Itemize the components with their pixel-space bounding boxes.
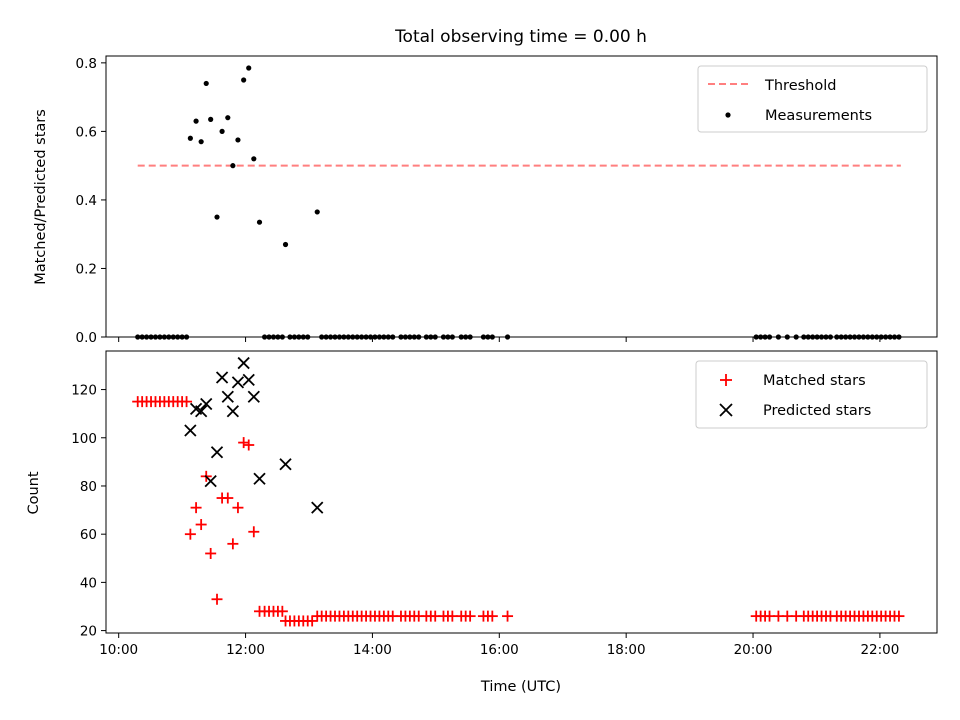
legend-measurements-label: Measurements (765, 108, 872, 124)
legend-predicted-label: Predicted stars (763, 403, 871, 419)
predicted-star-point (210, 446, 224, 459)
measurement-point (235, 137, 241, 143)
measurement-point (282, 241, 289, 248)
predicted-star-point (200, 397, 213, 411)
measurement-point (193, 118, 199, 124)
matched-star-point (205, 547, 217, 559)
predicted-star-point (184, 424, 197, 437)
measurement-point (246, 65, 252, 71)
bottom-ytick-label: 100 (71, 431, 97, 447)
bottom-xtick-label: 14:00 (353, 642, 392, 658)
legend-predicted-swatch (719, 403, 733, 417)
top-ytick-label: 0.8 (76, 56, 97, 72)
bottom-legend: Matched stars Predicted stars (695, 360, 928, 429)
matched-star-point (184, 528, 196, 540)
bottom-ytick-label: 20 (80, 624, 97, 640)
top-legend: Threshold Measurements (697, 65, 928, 133)
predicted-star-point (242, 373, 255, 387)
predicted-star-point (311, 501, 324, 514)
bottom-ytick-label: 40 (80, 575, 97, 591)
predicted-star-point (195, 405, 208, 418)
matched-star-point (306, 615, 318, 627)
bottom-ylabel: Count (26, 471, 42, 514)
matched-star-point (276, 605, 288, 617)
bottom-xtick-label: 20:00 (734, 642, 773, 658)
matched-star-point (181, 396, 193, 408)
top-marks (135, 65, 902, 340)
matched-star-point (243, 439, 255, 451)
bottom-xtick-label: 10:00 (99, 642, 138, 658)
measurement-point (314, 209, 320, 215)
predicted-star-point (221, 390, 234, 403)
predicted-star-point (237, 356, 250, 370)
legend-matched-swatch (720, 374, 732, 386)
top-ytick-label: 0.4 (76, 193, 97, 209)
bottom-ytick-label: 80 (80, 479, 97, 495)
matched-star-point (248, 526, 260, 538)
bottom-legend-box (695, 360, 928, 429)
bottom-ytick-label: 120 (71, 383, 97, 399)
measurement-point (256, 219, 263, 225)
legend-matched-label: Matched stars (763, 373, 866, 389)
bottom-marks (132, 356, 905, 627)
matched-star-point (893, 610, 905, 622)
bottom-axes-frame (105, 350, 938, 634)
measurement-point (219, 128, 225, 134)
bottom-xlabel: Time (UTC) (480, 679, 561, 695)
predicted-star-point (231, 376, 245, 389)
top-ytick-label: 0.2 (76, 261, 97, 277)
bottom-xtick-label: 22:00 (860, 642, 899, 658)
top-ticks: 0.0 0.2 0.4 0.6 0.8 (76, 56, 881, 346)
bottom-ticks: 10:00 12:00 14:00 16:00 18:00 20:00 22:00 20 40 6… (71, 383, 899, 658)
predicted-star-point (226, 405, 240, 418)
matched-star-point (211, 593, 223, 605)
matched-star-point (195, 519, 207, 531)
measurement-point (198, 139, 204, 145)
predicted-star-point (215, 371, 229, 384)
top-panel: Matched/Predicted stars 0.00.20.40.60.8 … (33, 55, 938, 346)
figure-title: Total observing time = 0.00 h (394, 27, 647, 47)
measurement-point (208, 116, 214, 122)
matched-star-point (222, 492, 234, 504)
measurement-point (214, 214, 220, 220)
top-ytick-label: 0.6 (76, 124, 97, 140)
top-ytick-label: 0.0 (76, 330, 97, 346)
predicted-star-point (247, 390, 260, 403)
measurement-point (187, 135, 193, 141)
predicted-star-point (279, 458, 292, 471)
matched-star-point (486, 610, 498, 622)
bottom-xtick-label: 16:00 (480, 642, 519, 658)
matched-star-point (190, 502, 202, 514)
bottom-panel: Count Time (UTC) 10:00 12:00 14:00 16:00 18:… (26, 350, 938, 695)
legend-threshold-label: Threshold (764, 78, 836, 94)
top-axes-frame (105, 55, 938, 338)
top-ylabel: Matched/Predicted stars (33, 109, 49, 285)
matched-star-point (502, 610, 514, 622)
legend-measurements-swatch (725, 112, 731, 118)
bottom-ytick-label: 60 (80, 527, 97, 543)
measurement-point (225, 115, 231, 121)
matched-star-point (238, 437, 250, 449)
bottom-xtick-label: 12:00 (226, 642, 265, 658)
measurement-point (230, 163, 236, 169)
measurement-point (251, 156, 257, 162)
measurement-point (203, 80, 209, 87)
matched-star-point (464, 610, 476, 622)
predicted-star-point (253, 472, 266, 485)
bottom-xtick-label: 18:00 (607, 642, 646, 658)
matched-star-point (227, 538, 239, 550)
predicted-star-point (204, 475, 217, 488)
top-legend-box (697, 65, 928, 133)
measurement-point (241, 77, 247, 83)
matched-star-point (232, 502, 244, 514)
